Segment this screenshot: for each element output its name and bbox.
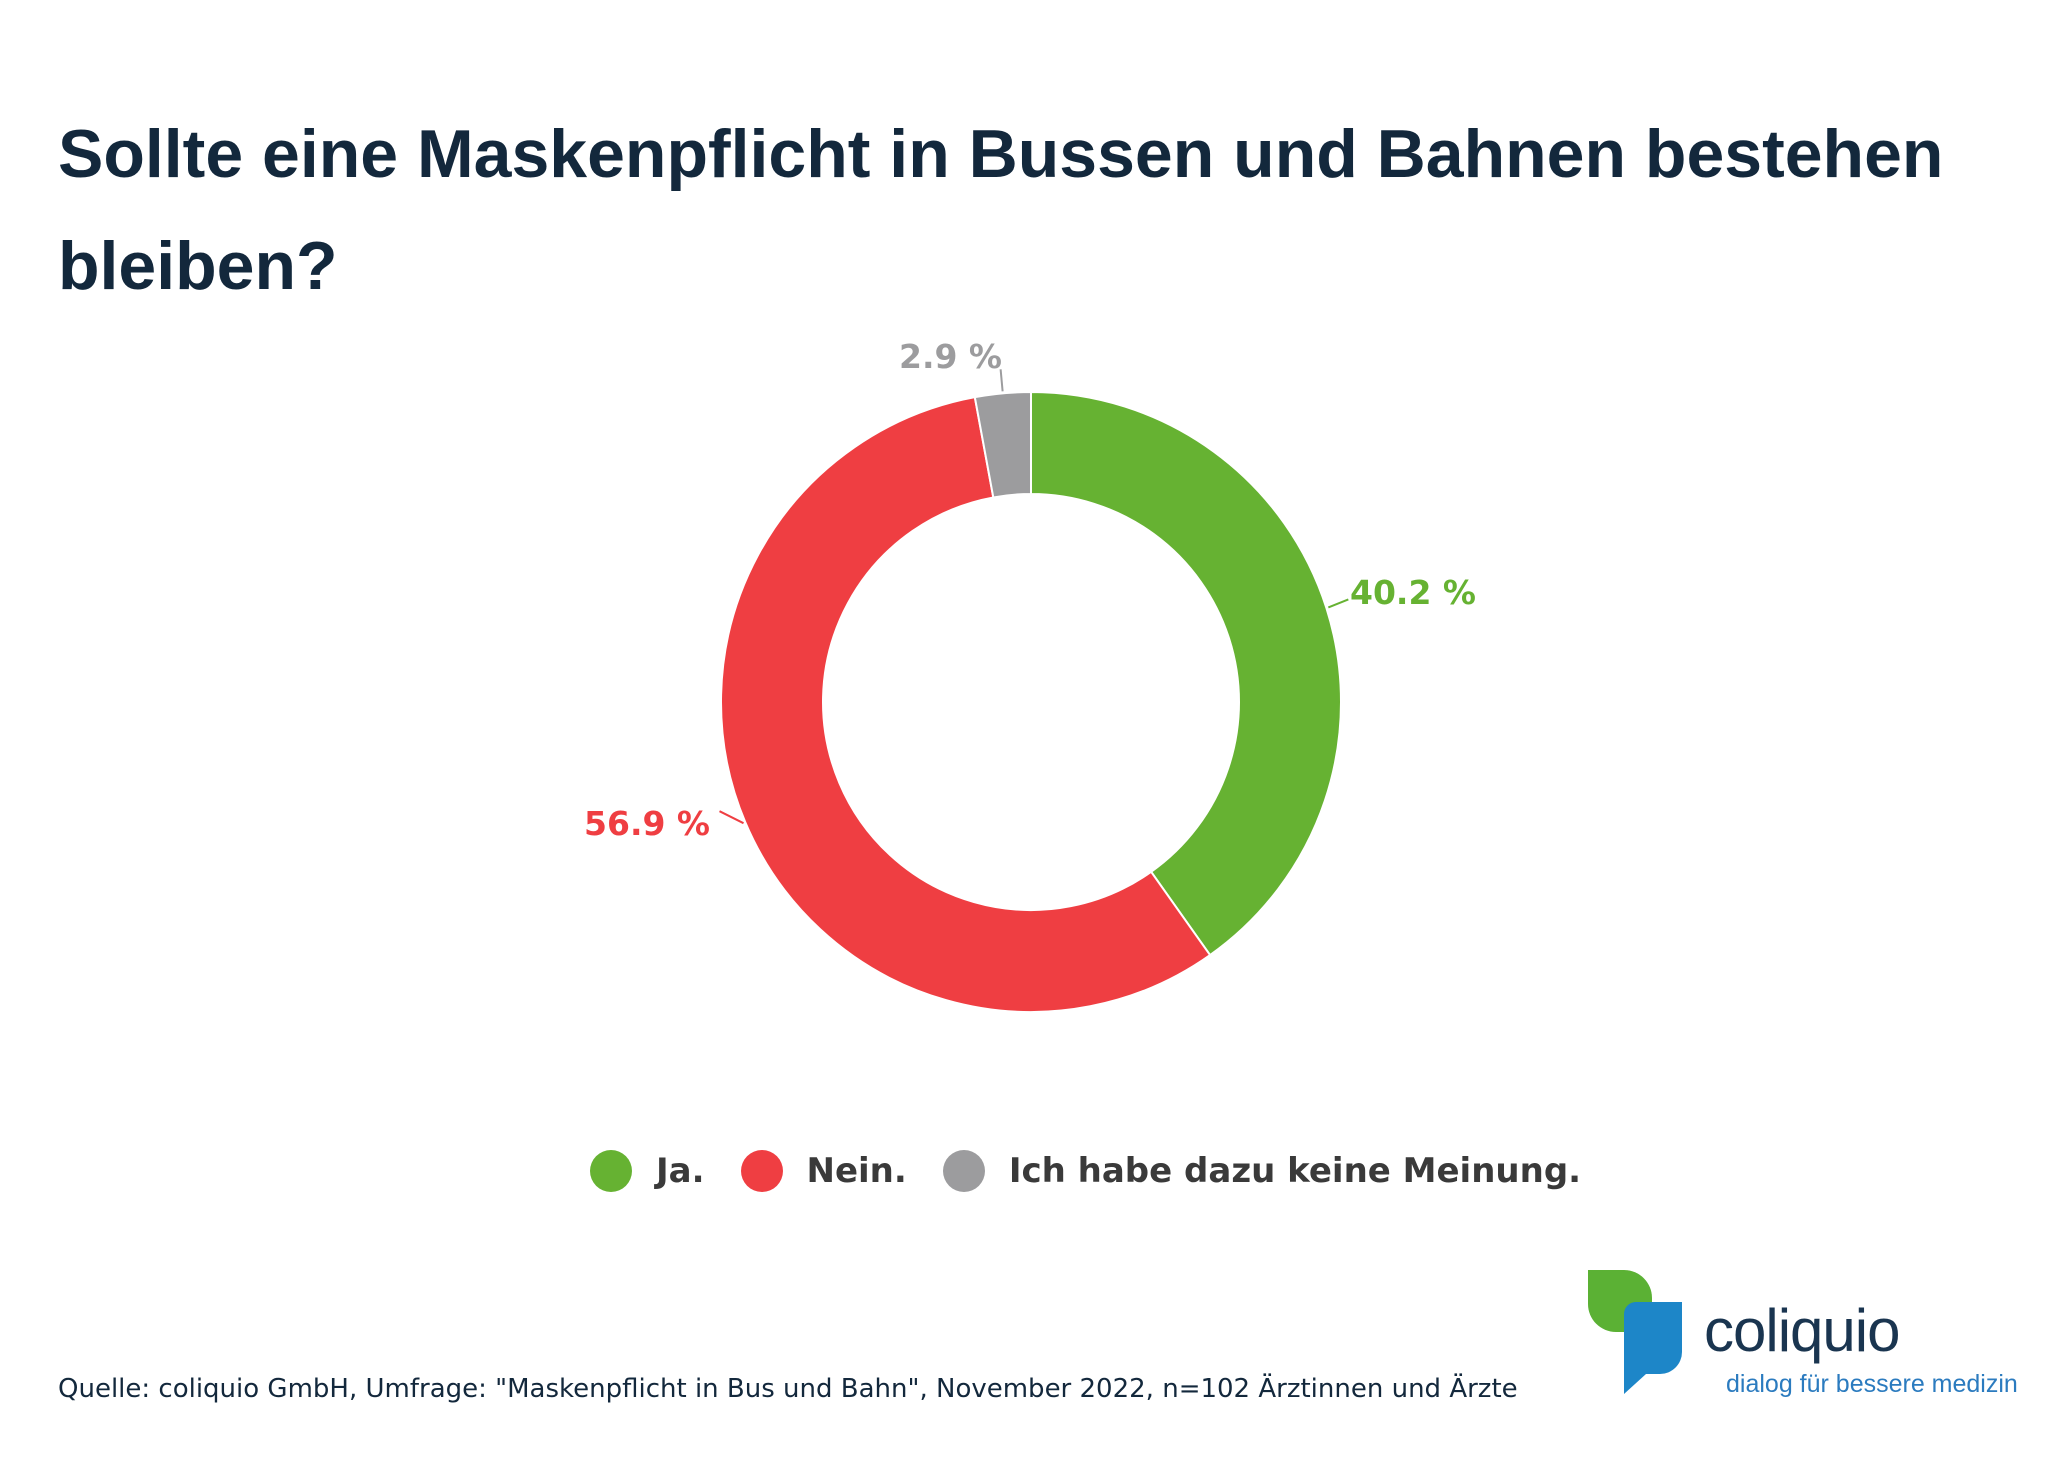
slice-nein (720, 395, 1212, 1013)
slice-ja (1030, 390, 1342, 957)
legend-label-keine-meinung: Ich habe dazu keine Meinung. (1008, 1151, 1582, 1191)
chart-leader-lines (719, 369, 1349, 825)
legend-item-nein: Nein. (740, 1150, 907, 1192)
legend-swatch-ja (590, 1150, 632, 1192)
data-label-ja: 40.2 % (1350, 573, 1476, 612)
legend-item-keine-meinung: Ich habe dazu keine Meinung. (942, 1150, 1582, 1192)
coliquio-logo: coliquio dialog für bessere medizin (1586, 1268, 2036, 1398)
chart-slices (720, 390, 1342, 1013)
chart-data-labels: 40.2 % 56.9 % 2.9 % (584, 337, 1476, 843)
data-label-keine-meinung: 2.9 % (899, 337, 1002, 376)
chart-legend: Ja. Nein. Ich habe dazu keine Meinung. (590, 1150, 1617, 1192)
legend-label-ja: Ja. (656, 1151, 705, 1191)
leader-line-keine-meinung (999, 369, 1004, 392)
legend-swatch-nein (740, 1150, 783, 1192)
chart-title: Sollte eine Maskenpflicht in Bussen und … (58, 116, 1944, 304)
legend-item-ja: Ja. (590, 1150, 705, 1192)
slice-keine-meinung (973, 390, 1032, 499)
source-note: Quelle: coliquio GmbH, Umfrage: "Maskenp… (58, 1374, 1518, 1404)
brand-tagline: dialog für bessere medizin (1726, 1370, 2018, 1398)
legend-label-nein: Nein. (806, 1151, 907, 1191)
legend-swatch-keine-meinung (942, 1150, 985, 1192)
speech-bubbles-icon (1588, 1270, 1682, 1394)
leader-line-nein (719, 810, 744, 825)
data-label-nein: 56.9 % (584, 804, 710, 843)
leader-line-ja (1327, 598, 1349, 609)
brand-name: coliquio (1704, 1297, 1900, 1364)
